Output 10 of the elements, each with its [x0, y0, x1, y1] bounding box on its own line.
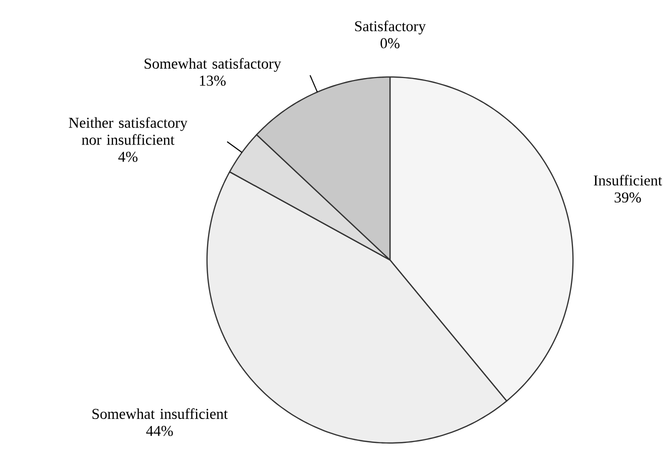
data-label: 39%	[614, 192, 641, 203]
slice-label: Somewhat satisfactory	[144, 58, 282, 72]
text: 0%	[380, 38, 400, 48]
slice-label: Neither satisfactory nor insufficient	[68, 117, 188, 145]
slice-label: Insufficient	[594, 174, 662, 186]
category-label: Satisfactory	[355, 20, 426, 34]
data-label: 44%	[146, 426, 173, 436]
data-label: 4%	[118, 152, 138, 162]
slice-label: Somewhat insufficient	[92, 408, 228, 419]
data-label: 13%	[200, 76, 226, 86]
